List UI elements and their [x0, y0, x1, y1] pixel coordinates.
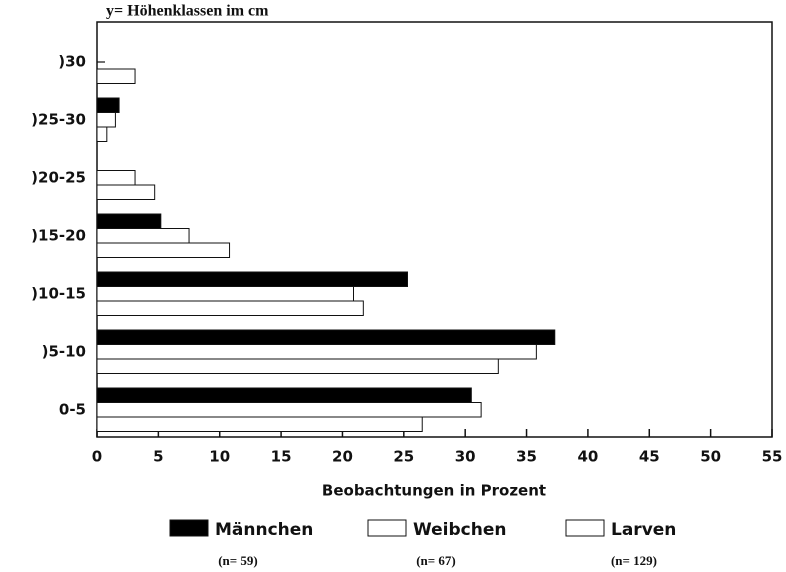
x-tick-label: 50 [700, 448, 721, 466]
legend-note: (n= 129) [611, 553, 657, 568]
bar [96, 126, 108, 142]
bar [96, 286, 354, 302]
x-tick-label: 40 [577, 448, 598, 466]
bar [96, 228, 190, 244]
bar [96, 271, 408, 287]
bar [96, 213, 162, 229]
y-tick-label: 0-5 [59, 401, 86, 419]
bar [96, 68, 136, 84]
y-tick-label: )5-10 [42, 343, 86, 361]
x-axis-label: Beobachtungen in Prozent [322, 482, 546, 500]
y-tick-label: )30 [58, 53, 86, 71]
x-tick-label: 15 [271, 448, 292, 466]
legend-swatch [367, 519, 407, 537]
legend-note: (n= 59) [218, 553, 258, 568]
y-tick-label: )20-25 [31, 169, 86, 187]
y-tick-label: )10-15 [31, 285, 86, 303]
x-tick-label: 35 [516, 448, 537, 466]
bar [96, 416, 423, 432]
bar [96, 97, 120, 113]
legend-label: Larven [611, 520, 676, 540]
bar [96, 358, 499, 374]
x-tick-label: 5 [153, 448, 163, 466]
x-tick-label: 10 [209, 448, 230, 466]
bar [96, 300, 364, 316]
y-tick-label: )25-30 [31, 111, 86, 129]
bar [96, 329, 556, 345]
x-tick-label: 55 [762, 448, 783, 466]
x-tick-label: 30 [455, 448, 476, 466]
x-tick-label: 25 [393, 448, 414, 466]
chart-title: y= Höhenklassen im cm [106, 3, 269, 20]
legend-swatch [169, 519, 209, 537]
legend-note: (n= 67) [416, 553, 456, 568]
bar [96, 112, 116, 128]
legend-swatch [565, 519, 605, 537]
x-tick-label: 20 [332, 448, 353, 466]
bar [96, 184, 156, 200]
bar [96, 170, 136, 186]
bar [96, 402, 482, 418]
bar [96, 387, 472, 403]
plot-frame [96, 21, 773, 438]
y-tick-label: )15-20 [31, 227, 86, 245]
bar [96, 242, 231, 258]
x-tick-label: 45 [639, 448, 660, 466]
x-tick-label: 0 [92, 448, 102, 466]
legend-label: Weibchen [413, 520, 506, 540]
legend-label: Männchen [215, 520, 313, 540]
bar [96, 344, 537, 360]
